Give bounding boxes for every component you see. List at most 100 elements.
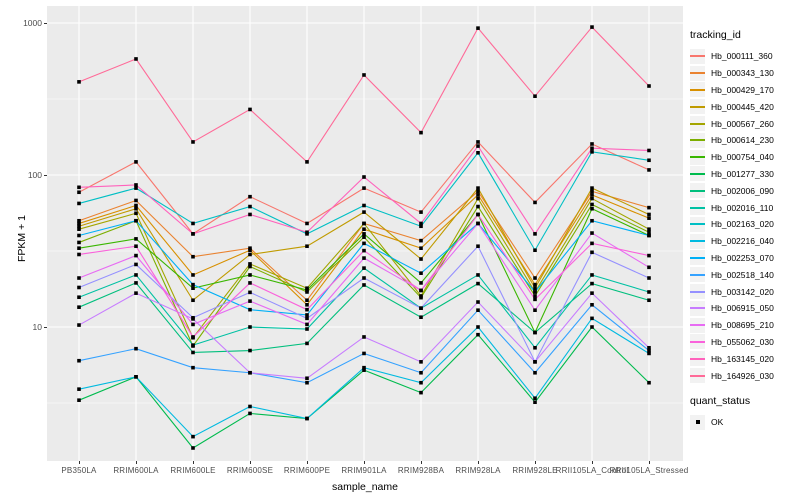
data-point [191, 335, 195, 339]
legend-item: Hb_002518_140 [690, 266, 798, 283]
data-point [419, 238, 423, 243]
legend-key-line [690, 324, 705, 327]
data-point [305, 298, 309, 303]
x-tick-mark [592, 461, 593, 464]
data-point [248, 194, 252, 199]
data-point [533, 360, 537, 364]
legend-item: Hb_002163_020 [690, 216, 798, 233]
data-point [419, 360, 423, 364]
legend-item: Hb_003142_020 [690, 283, 798, 300]
legend-label: Hb_000754_040 [711, 152, 774, 163]
data-point [590, 202, 594, 207]
data-point [362, 266, 366, 270]
data-point [590, 206, 594, 211]
data-point [191, 254, 195, 259]
data-point [590, 150, 594, 154]
data-point [476, 140, 480, 144]
data-point [590, 316, 594, 321]
data-point [419, 271, 423, 275]
data-point [77, 185, 81, 190]
data-point [77, 227, 81, 231]
data-point [533, 330, 537, 335]
data-point [134, 57, 138, 61]
data-point [77, 218, 81, 223]
data-point [362, 283, 366, 287]
data-point [590, 186, 594, 190]
data-point [305, 313, 309, 317]
legend-label: Hb_055062_030 [711, 336, 774, 347]
data-point [305, 380, 309, 385]
legend-key-swatch [690, 99, 705, 115]
legend-key-swatch [690, 267, 705, 283]
x-tick-mark [250, 461, 251, 464]
data-point [305, 221, 309, 226]
data-point [248, 248, 252, 253]
data-point [533, 308, 537, 312]
data-point [476, 193, 480, 197]
data-point [647, 216, 651, 220]
x-tick-label: RRIM928LA [455, 466, 501, 475]
data-point [248, 325, 252, 329]
data-point [362, 365, 366, 370]
legend-key-line [690, 189, 705, 192]
data-point [590, 196, 594, 201]
legend-item: Hb_055062_030 [690, 334, 798, 351]
legend-item: Hb_000567_260 [690, 115, 798, 132]
data-point [476, 300, 480, 304]
data-point [305, 316, 309, 321]
data-point [590, 142, 594, 146]
legend-label: Hb_000445_420 [711, 101, 774, 112]
data-point [419, 257, 423, 261]
x-tick-label: RRIM901LA [341, 466, 387, 475]
data-point [647, 380, 651, 385]
data-point [248, 246, 252, 250]
x-tick-mark [79, 461, 80, 464]
data-point [590, 250, 594, 255]
data-point [476, 332, 480, 337]
legend-title-tracking-id: tracking_id [690, 29, 741, 41]
legend-label: Hb_003142_020 [711, 286, 774, 297]
data-point [248, 264, 252, 269]
data-point [191, 286, 195, 290]
legend-label: Hb_163145_020 [711, 353, 774, 364]
data-point [191, 343, 195, 347]
data-point [305, 230, 309, 235]
data-point [647, 345, 651, 350]
data-point [647, 298, 651, 303]
legend-key-swatch [690, 233, 705, 249]
data-point [419, 315, 423, 320]
data-point [590, 231, 594, 235]
data-point [134, 183, 138, 187]
data-point [419, 281, 423, 285]
legend-key-line [690, 72, 705, 75]
legend-label: Hb_002016_110 [711, 202, 774, 213]
legend-key-line [690, 307, 705, 310]
data-point [476, 26, 480, 30]
data-point [533, 282, 537, 287]
data-point [590, 193, 594, 197]
data-point [248, 370, 252, 375]
data-point [476, 204, 480, 209]
data-point [248, 212, 252, 217]
data-point [248, 404, 252, 409]
data-point [476, 273, 480, 277]
data-point [134, 237, 138, 241]
data-point [533, 276, 537, 280]
data-point [533, 200, 537, 205]
data-point [419, 246, 423, 250]
legend-label: Hb_006915_050 [711, 303, 774, 314]
data-point [305, 416, 309, 421]
data-point [419, 130, 423, 135]
legend-key-swatch [690, 82, 705, 98]
data-point [305, 327, 309, 331]
data-point [305, 307, 309, 312]
legend-label: Hb_002163_020 [711, 219, 774, 230]
data-point [134, 375, 138, 379]
legend-key-line [690, 172, 705, 175]
data-point [362, 335, 366, 339]
data-point [191, 298, 195, 303]
data-point [77, 252, 81, 257]
data-point [362, 235, 366, 239]
data-point [476, 144, 480, 148]
legend-item: Hb_000343_130 [690, 65, 798, 82]
